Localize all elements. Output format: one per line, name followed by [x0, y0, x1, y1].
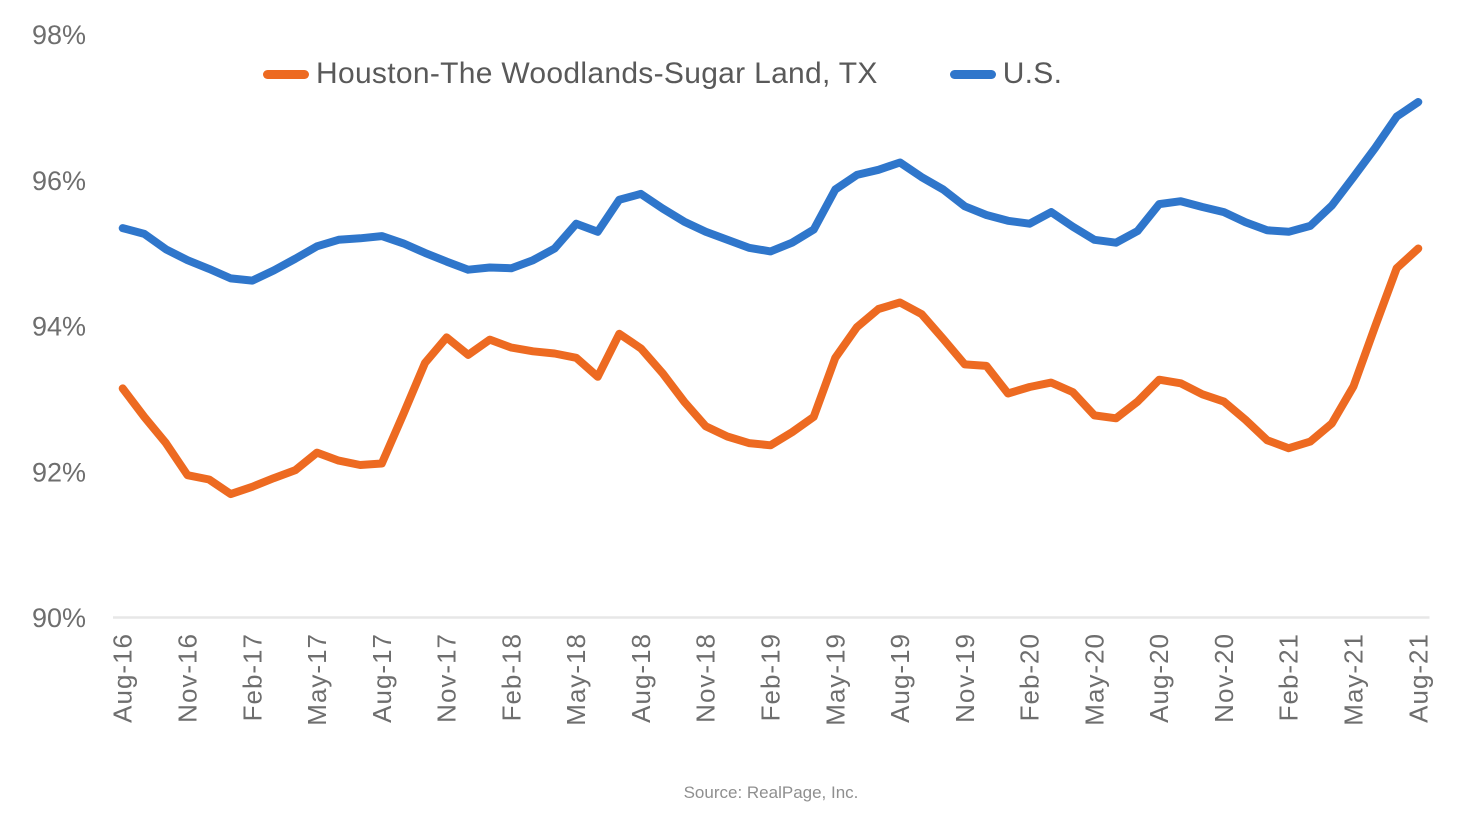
x-tick-label: Aug-18: [626, 633, 656, 723]
x-tick-label: Feb-20: [1015, 633, 1045, 721]
source-text: Source: RealPage, Inc.: [683, 783, 859, 802]
x-tick-label: Feb-21: [1274, 633, 1304, 721]
us-legend-dash-icon: [949, 69, 996, 79]
x-tick-label: Feb-17: [237, 633, 267, 721]
x-tick-label: Aug-17: [367, 633, 397, 723]
y-tick-label: 90%: [32, 603, 86, 633]
x-tick-label: May-20: [1079, 633, 1109, 726]
x-tick-label: Aug-16: [108, 633, 138, 723]
x-tick-label: Nov-19: [950, 633, 980, 723]
houston-line: [118, 244, 1423, 499]
x-tick-label: Nov-20: [1209, 633, 1239, 723]
x-tick-label: Aug-19: [885, 633, 915, 723]
x-tick-label: May-21: [1339, 633, 1369, 726]
x-tick-label: May-18: [561, 633, 591, 726]
x-tick-label: Feb-19: [755, 633, 785, 721]
legend-item-houston: Houston-The Woodlands-Sugar Land, TX: [263, 57, 878, 91]
x-tick-label: Nov-16: [172, 633, 202, 723]
x-tick-label: Nov-18: [691, 633, 721, 723]
x-tick-label: Aug-21: [1403, 633, 1433, 723]
houston-legend-label: Houston-The Woodlands-Sugar Land, TX: [316, 57, 878, 90]
x-tick-label: Aug-20: [1144, 633, 1174, 723]
us-line: [118, 98, 1423, 285]
y-tick-label: 98%: [32, 20, 86, 50]
x-tick-label: May-17: [302, 633, 332, 726]
y-tick-label: 96%: [32, 166, 86, 196]
us-legend-label: U.S.: [1002, 57, 1063, 90]
legend-item-us: U.S.: [949, 57, 1063, 91]
y-tick-label: 92%: [32, 457, 86, 487]
x-tick-label: May-19: [820, 633, 850, 726]
x-tick-label: Feb-18: [496, 633, 526, 721]
houston-legend-dash-icon: [263, 69, 309, 79]
x-tick-label: Nov-17: [432, 633, 462, 723]
y-tick-label: 94%: [32, 312, 86, 342]
legend: Houston-The Woodlands-Sugar Land, TX U.S…: [263, 57, 1062, 91]
